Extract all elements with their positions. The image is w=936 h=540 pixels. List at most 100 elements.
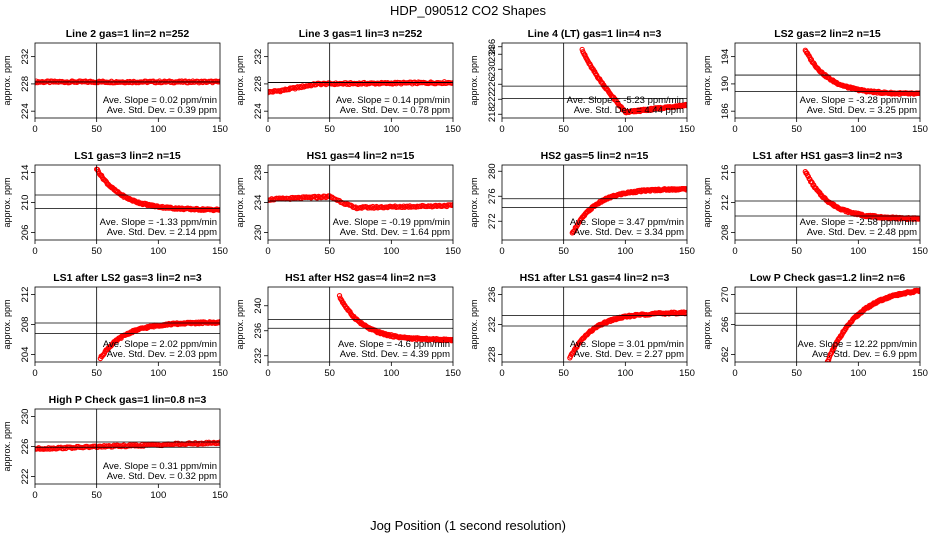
series-points xyxy=(802,47,920,97)
x-tick-label: 50 xyxy=(558,124,569,135)
std-annotation: Ave. Std. Dev. = 4.44 ppm xyxy=(574,105,684,116)
slope-annotation: Ave. Slope = -4.6 ppm/min xyxy=(338,339,450,350)
std-annotation: Ave. Std. Dev. = 4.39 ppm xyxy=(340,349,450,360)
x-tick-label: 100 xyxy=(850,246,866,257)
panel-title: Line 3 gas=1 lin=3 n=252 xyxy=(299,28,423,40)
slope-annotation: Ave. Slope = 12.22 ppm/min xyxy=(798,339,917,350)
x-tick-label: 100 xyxy=(850,124,866,135)
std-annotation: Ave. Std. Dev. = 0.32 ppm xyxy=(107,471,217,482)
figure-title: HDP_090512 CO2 Shapes xyxy=(389,3,547,18)
slope-annotation: Ave. Slope = 3.01 ppm/min xyxy=(570,339,684,350)
panel-5: LS1 gas=3 lin=2 n=15 0 50 100 150 206 210 214 ap… xyxy=(2,150,228,257)
panel-title: HS1 after HS2 gas=4 lin=2 n=3 xyxy=(285,272,436,284)
x-tick-label: 50 xyxy=(91,368,102,379)
panel-10: HS1 after HS2 gas=4 lin=2 n=3 0 50 100 150 23… xyxy=(235,272,461,379)
y-tick-label: 236 xyxy=(487,39,498,55)
x-tick-label: 150 xyxy=(212,368,228,379)
panel-title: LS1 gas=3 lin=2 n=15 xyxy=(74,150,181,162)
panel-title: Low P Check gas=1.2 lin=2 n=6 xyxy=(750,272,905,284)
x-tick-label: 50 xyxy=(91,246,102,257)
panel-title: LS1 after LS2 gas=3 lin=2 n=3 xyxy=(53,272,202,284)
panel-title: High P Check gas=1 lin=0.8 n=3 xyxy=(49,394,207,406)
series-points xyxy=(567,309,687,361)
y-tick-label: 230 xyxy=(487,61,498,77)
series-points xyxy=(268,193,453,212)
y-tick-label: 218 xyxy=(487,106,498,122)
panel-title: Line 4 (LT) gas=1 lin=4 n=3 xyxy=(528,28,662,40)
y-tick-label: 228 xyxy=(253,76,264,92)
y-tick-label: 222 xyxy=(20,469,31,485)
y-axis-label: approx. ppm xyxy=(235,299,245,349)
y-tick-label: 232 xyxy=(253,49,264,65)
data-point xyxy=(916,288,920,295)
y-tick-label: 224 xyxy=(253,103,264,119)
y-tick-label: 234 xyxy=(487,46,498,62)
y-axis-label: approx. ppm xyxy=(469,299,479,349)
x-tick-label: 50 xyxy=(558,246,569,257)
panel-frame xyxy=(734,42,921,119)
x-tick-label: 150 xyxy=(912,368,928,379)
x-tick-label: 50 xyxy=(324,246,335,257)
x-tick-label: 0 xyxy=(732,246,737,257)
panel-13: High P Check gas=1 lin=0.8 n=3 0 50 100 150 2… xyxy=(2,394,228,501)
y-tick-label: 208 xyxy=(20,317,31,333)
x-tick-label: 100 xyxy=(383,124,399,135)
panel-frame xyxy=(501,42,688,119)
x-tick-label: 100 xyxy=(383,368,399,379)
slope-annotation: Ave. Slope = 0.02 ppm/min xyxy=(103,95,217,106)
x-tick-label: 150 xyxy=(212,124,228,135)
y-tick-label: 232 xyxy=(253,348,264,364)
series-points xyxy=(336,292,453,344)
y-tick-label: 236 xyxy=(253,323,264,339)
y-tick-label: 228 xyxy=(487,347,498,363)
y-tick-label: 272 xyxy=(487,213,498,229)
x-tick-label: 0 xyxy=(265,124,270,135)
y-tick-label: 232 xyxy=(487,317,498,333)
y-axis-label: approx. ppm xyxy=(702,55,712,105)
y-tick-label: 212 xyxy=(20,287,31,303)
panel-9: LS1 after LS2 gas=3 lin=2 n=3 0 50 100 150 20… xyxy=(2,272,228,379)
panel-frame xyxy=(267,286,454,363)
x-tick-label: 150 xyxy=(445,124,461,135)
y-axis-label: approx. ppm xyxy=(2,177,12,227)
data-point xyxy=(684,187,687,193)
x-tick-label: 0 xyxy=(499,246,504,257)
series-points xyxy=(35,439,220,452)
panel-title: LS1 after HS1 gas=3 lin=2 n=3 xyxy=(753,150,903,162)
x-tick-label: 0 xyxy=(265,246,270,257)
panel-4: LS2 gas=2 lin=2 n=15 0 50 100 150 186 190 194 ap… xyxy=(702,28,928,135)
y-tick-label: 204 xyxy=(20,347,31,363)
y-tick-label: 210 xyxy=(20,195,31,211)
panel-12: Low P Check gas=1.2 lin=2 n=6 0 50 100 150 26… xyxy=(702,272,928,379)
slope-annotation: Ave. Slope = -2.58 ppm/min xyxy=(800,217,917,228)
x-tick-label: 0 xyxy=(499,368,504,379)
series-points xyxy=(802,169,920,222)
x-tick-label: 0 xyxy=(32,490,37,501)
y-tick-label: 190 xyxy=(720,76,731,92)
y-tick-label: 240 xyxy=(253,298,264,314)
slope-annotation: Ave. Slope = 2.02 ppm/min xyxy=(103,339,217,350)
y-tick-label: 230 xyxy=(253,225,264,241)
series-points xyxy=(268,79,453,96)
panel-frame xyxy=(34,42,221,119)
y-tick-label: 280 xyxy=(487,163,498,179)
slope-annotation: Ave. Slope = -5.23 ppm/min xyxy=(567,95,684,106)
panel-11: HS1 after LS1 gas=4 lin=2 n=3 0 50 100 150 22… xyxy=(469,272,695,379)
data-point xyxy=(683,102,687,109)
std-annotation: Ave. Std. Dev. = 0.39 ppm xyxy=(107,105,217,116)
y-axis-label: approx. ppm xyxy=(235,55,245,105)
std-annotation: Ave. Std. Dev. = 1.64 ppm xyxy=(340,227,450,238)
y-tick-label: 230 xyxy=(20,409,31,425)
slope-annotation: Ave. Slope = -1.33 ppm/min xyxy=(100,217,217,228)
y-tick-label: 226 xyxy=(20,439,31,455)
series-points xyxy=(35,78,220,86)
y-axis-label: approx. ppm xyxy=(702,177,712,227)
x-tick-label: 50 xyxy=(791,246,802,257)
x-tick-label: 50 xyxy=(324,124,335,135)
x-tick-label: 100 xyxy=(150,368,166,379)
std-annotation: Ave. Std. Dev. = 0.78 ppm xyxy=(340,105,450,116)
slope-annotation: Ave. Slope = 3.47 ppm/min xyxy=(570,217,684,228)
panel-frame xyxy=(501,164,688,241)
y-tick-label: 194 xyxy=(720,49,731,65)
